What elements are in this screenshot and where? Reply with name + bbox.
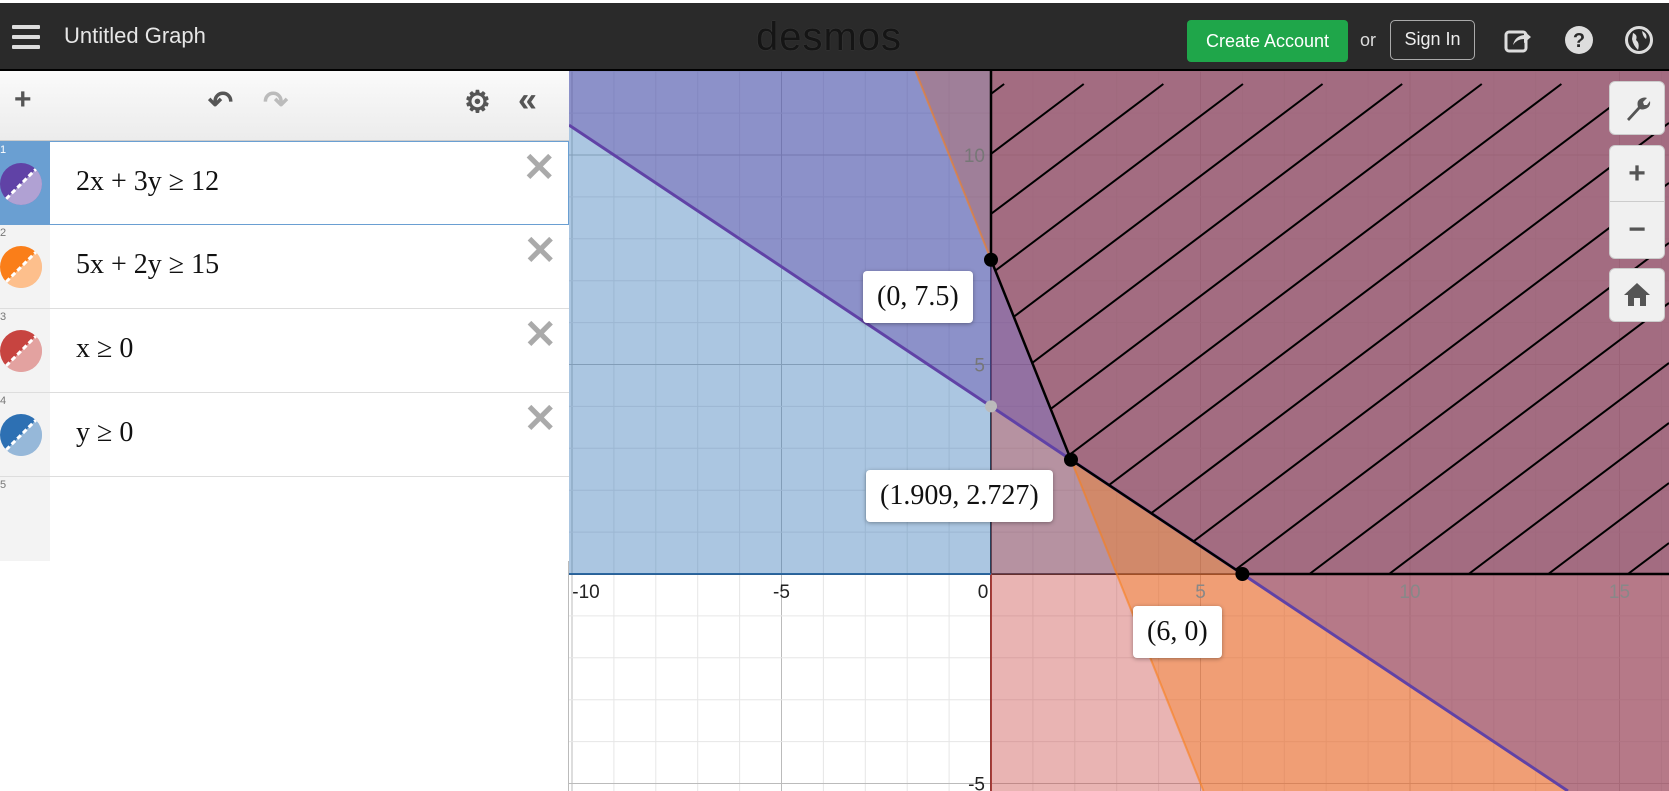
color-toggle-icon[interactable] [0, 163, 42, 205]
or-text: or [1360, 30, 1377, 50]
hatch-line [991, 83, 1085, 473]
expression-input[interactable]: 5x + 2y ≥ 15 [76, 249, 220, 280]
color-toggle-icon[interactable] [0, 414, 42, 456]
desmos-logo: desmos [756, 15, 903, 59]
y-tick-label: -5 [968, 775, 985, 791]
expression-number: 5 [0, 479, 7, 491]
hatch-line [1468, 422, 1669, 574]
home-icon[interactable] [1609, 268, 1665, 322]
sign-in-button[interactable]: Sign In [1390, 20, 1475, 60]
expression-number: 4 [0, 395, 7, 407]
hatch-line [1149, 182, 1669, 574]
collapse-list-button[interactable]: « [518, 81, 537, 119]
hatch-line [1308, 302, 1669, 574]
point-label[interactable]: (0, 7.5) [863, 271, 973, 323]
hatch-line [991, 83, 1403, 574]
intersection-point [1235, 567, 1250, 581]
undo-button[interactable]: ↶ [208, 86, 234, 119]
hatch-line [1229, 242, 1669, 574]
expression-input[interactable]: y ≥ 0 [76, 417, 134, 448]
hatch-line [1547, 482, 1669, 574]
help-icon[interactable]: ? [1564, 25, 1594, 55]
graph-canvas[interactable]: -10 -5 0 5 10 15 10 5 -5 [569, 71, 1669, 791]
expression-gutter: 2 [0, 225, 50, 308]
top-bar: Untitled Graph desmos Create Account or … [0, 0, 1669, 71]
expression-input[interactable]: x ≥ 0 [76, 333, 134, 364]
globe-icon[interactable] [1624, 25, 1654, 55]
share-icon[interactable] [1503, 25, 1533, 55]
hatch-line [991, 83, 1244, 574]
x-tick-label: 0 [978, 582, 989, 603]
hatch-line [991, 83, 1483, 574]
y-tick-label: 10 [964, 146, 985, 167]
hatch-line [1627, 542, 1669, 574]
color-toggle-icon[interactable] [0, 246, 42, 288]
expression-list-panel: + ↶ ↷ ⚙ « 1 2x + 3y ≥ 12 ✕ 2 5x + 2y ≥ 15… [0, 71, 569, 791]
delete-expression-icon[interactable]: ✕ [523, 229, 557, 273]
expression-gutter: 5 [0, 477, 50, 561]
expression-number: 2 [0, 227, 7, 239]
expression-number: 1 [0, 144, 7, 156]
delete-expression-icon[interactable]: ✕ [523, 397, 557, 441]
svg-text:?: ? [1573, 30, 1585, 52]
point-label[interactable]: (1.909, 2.727) [866, 470, 1053, 522]
x-tick-label: 5 [1195, 582, 1206, 603]
expression-row[interactable]: 5 [0, 477, 569, 561]
zoom-in-button[interactable]: + [1610, 146, 1664, 202]
x-tick-label: -5 [773, 582, 790, 603]
add-expression-button[interactable]: + [14, 83, 32, 116]
x-tick-label: 10 [1399, 582, 1420, 603]
expression-toolbar: + ↶ ↷ ⚙ « [0, 71, 569, 141]
graph-settings-wrench-icon[interactable] [1609, 81, 1665, 135]
intersection-point [1063, 452, 1078, 467]
intercept-point [985, 400, 997, 413]
expression-row[interactable]: 1 2x + 3y ≥ 12 ✕ [0, 141, 569, 225]
expression-gutter: 4 [0, 393, 50, 476]
region-y-ge-0 [569, 71, 1669, 574]
hatch-line [1388, 362, 1669, 574]
graph-svg[interactable]: -10 -5 0 5 10 15 10 5 -5 [569, 71, 1669, 791]
redo-button[interactable]: ↷ [263, 86, 289, 119]
y-tick-label: 5 [974, 356, 985, 377]
hatch-line [991, 83, 1164, 533]
expression-number: 3 [0, 311, 7, 323]
hatch-line [1070, 122, 1669, 574]
x-tick-label: -10 [572, 582, 599, 603]
point-label[interactable]: (6, 0) [1133, 606, 1222, 658]
expression-input[interactable]: 2x + 3y ≥ 12 [76, 166, 220, 197]
color-toggle-icon[interactable] [0, 330, 42, 372]
delete-expression-icon[interactable]: ✕ [523, 313, 557, 357]
intersection-point [984, 252, 998, 267]
create-account-button[interactable]: Create Account [1187, 20, 1348, 62]
expression-row[interactable]: 2 5x + 2y ≥ 15 ✕ [0, 225, 569, 309]
expression-row[interactable]: 4 y ≥ 0 ✕ [0, 393, 569, 477]
zoom-controls: + − [1609, 145, 1665, 259]
settings-gear-icon[interactable]: ⚙ [464, 86, 491, 119]
region-2x-3y-ge-12 [569, 71, 1669, 791]
menu-icon[interactable] [12, 25, 40, 49]
expression-gutter: 3 [0, 309, 50, 392]
zoom-out-button[interactable]: − [1628, 213, 1646, 246]
region-5x-2y-ge-15 [915, 71, 1669, 791]
expression-gutter: 1 [0, 142, 50, 224]
expression-row[interactable]: 3 x ≥ 0 ✕ [0, 309, 569, 393]
graph-title[interactable]: Untitled Graph [64, 23, 206, 48]
delete-expression-icon[interactable]: ✕ [522, 146, 556, 190]
x-tick-label: 15 [1609, 582, 1630, 603]
